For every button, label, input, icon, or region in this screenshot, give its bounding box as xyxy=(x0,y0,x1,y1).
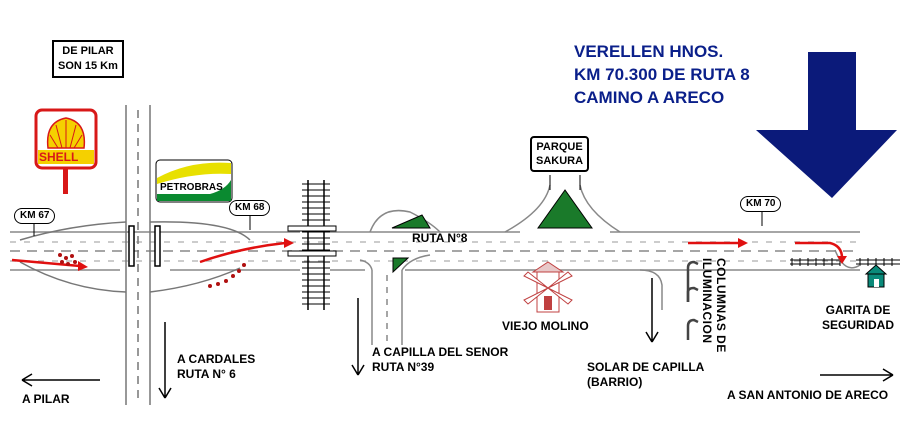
viejo-molino-label: VIEJO MOLINO xyxy=(502,319,589,333)
sakura-tree-icon xyxy=(537,189,593,229)
shell-label: SHELL xyxy=(39,150,79,164)
route-arrowheads xyxy=(78,238,847,271)
solar-line-1: SOLAR DE CAPILLA xyxy=(587,360,705,374)
km70-sign: KM 70 xyxy=(740,196,782,212)
columnas-label: COLUMNAS DE ILUMINACION xyxy=(700,258,728,353)
a-pilar-label: A PILAR xyxy=(22,392,70,406)
capilla-line-2: RUTA N°39 xyxy=(372,360,435,374)
route-dots xyxy=(58,253,246,288)
san-antonio-label: A SAN ANTONIO DE ARECO xyxy=(727,388,889,402)
direction-arrows xyxy=(21,278,894,399)
capilla-line-1: A CAPILLA DEL SENOR xyxy=(372,345,509,359)
title-line-3: CAMINO A ARECO xyxy=(574,88,725,107)
parque-sign-line-1: PARQUE xyxy=(536,141,583,153)
solar-label: SOLAR DE CAPILLA (BARRIO) xyxy=(587,360,704,390)
petrobras-label: PETROBRAS xyxy=(160,182,223,193)
garita-line-1: GARITA DE xyxy=(825,303,891,317)
cardales-label: A CARDALES RUTA N° 6 xyxy=(177,352,255,382)
light-column-icons xyxy=(686,260,699,340)
parque-sakura-sign: PARQUE SAKURA xyxy=(530,136,590,172)
garita-line-2: SEGURIDAD xyxy=(822,318,895,332)
guardhouse-icon xyxy=(864,264,888,288)
capilla-road xyxy=(359,209,441,345)
railway xyxy=(287,180,337,310)
shell-logo-icon xyxy=(34,108,98,194)
ruta8-label: RUTA N°8 xyxy=(412,231,468,245)
cardales-line-2: RUTA N° 6 xyxy=(177,367,236,381)
business-title: VERELLEN HNOS. KM 70.300 DE RUTA 8 CAMIN… xyxy=(574,40,750,109)
cardales-crossroad xyxy=(19,105,251,405)
solar-line-2: (BARRIO) xyxy=(587,375,643,389)
capilla-label: A CAPILLA DEL SENOR RUTA N°39 xyxy=(372,345,508,375)
garita-barrier xyxy=(790,249,900,269)
km-sign-posts xyxy=(33,210,763,236)
petrobras-logo-icon xyxy=(155,159,233,203)
sakura-entrance xyxy=(504,184,621,233)
windmill-icon xyxy=(523,261,573,313)
garita-label: GARITA DE SEGURIDAD xyxy=(822,303,894,333)
distance-sign-line-2: SON 15 Km xyxy=(58,60,118,72)
title-line-2: KM 70.300 DE RUTA 8 xyxy=(574,65,750,84)
location-pointer-arrow xyxy=(756,52,897,198)
parque-sign-line-2: SAKURA xyxy=(536,155,584,167)
distance-sign-line-1: DE PILAR xyxy=(62,45,114,57)
km67-sign: KM 67 xyxy=(14,208,56,224)
cardales-line-1: A CARDALES xyxy=(177,352,256,366)
km68-sign: KM 68 xyxy=(229,200,271,216)
title-line-1: VERELLEN HNOS. xyxy=(574,42,724,61)
distance-sign: DE PILAR SON 15 Km xyxy=(52,40,124,78)
